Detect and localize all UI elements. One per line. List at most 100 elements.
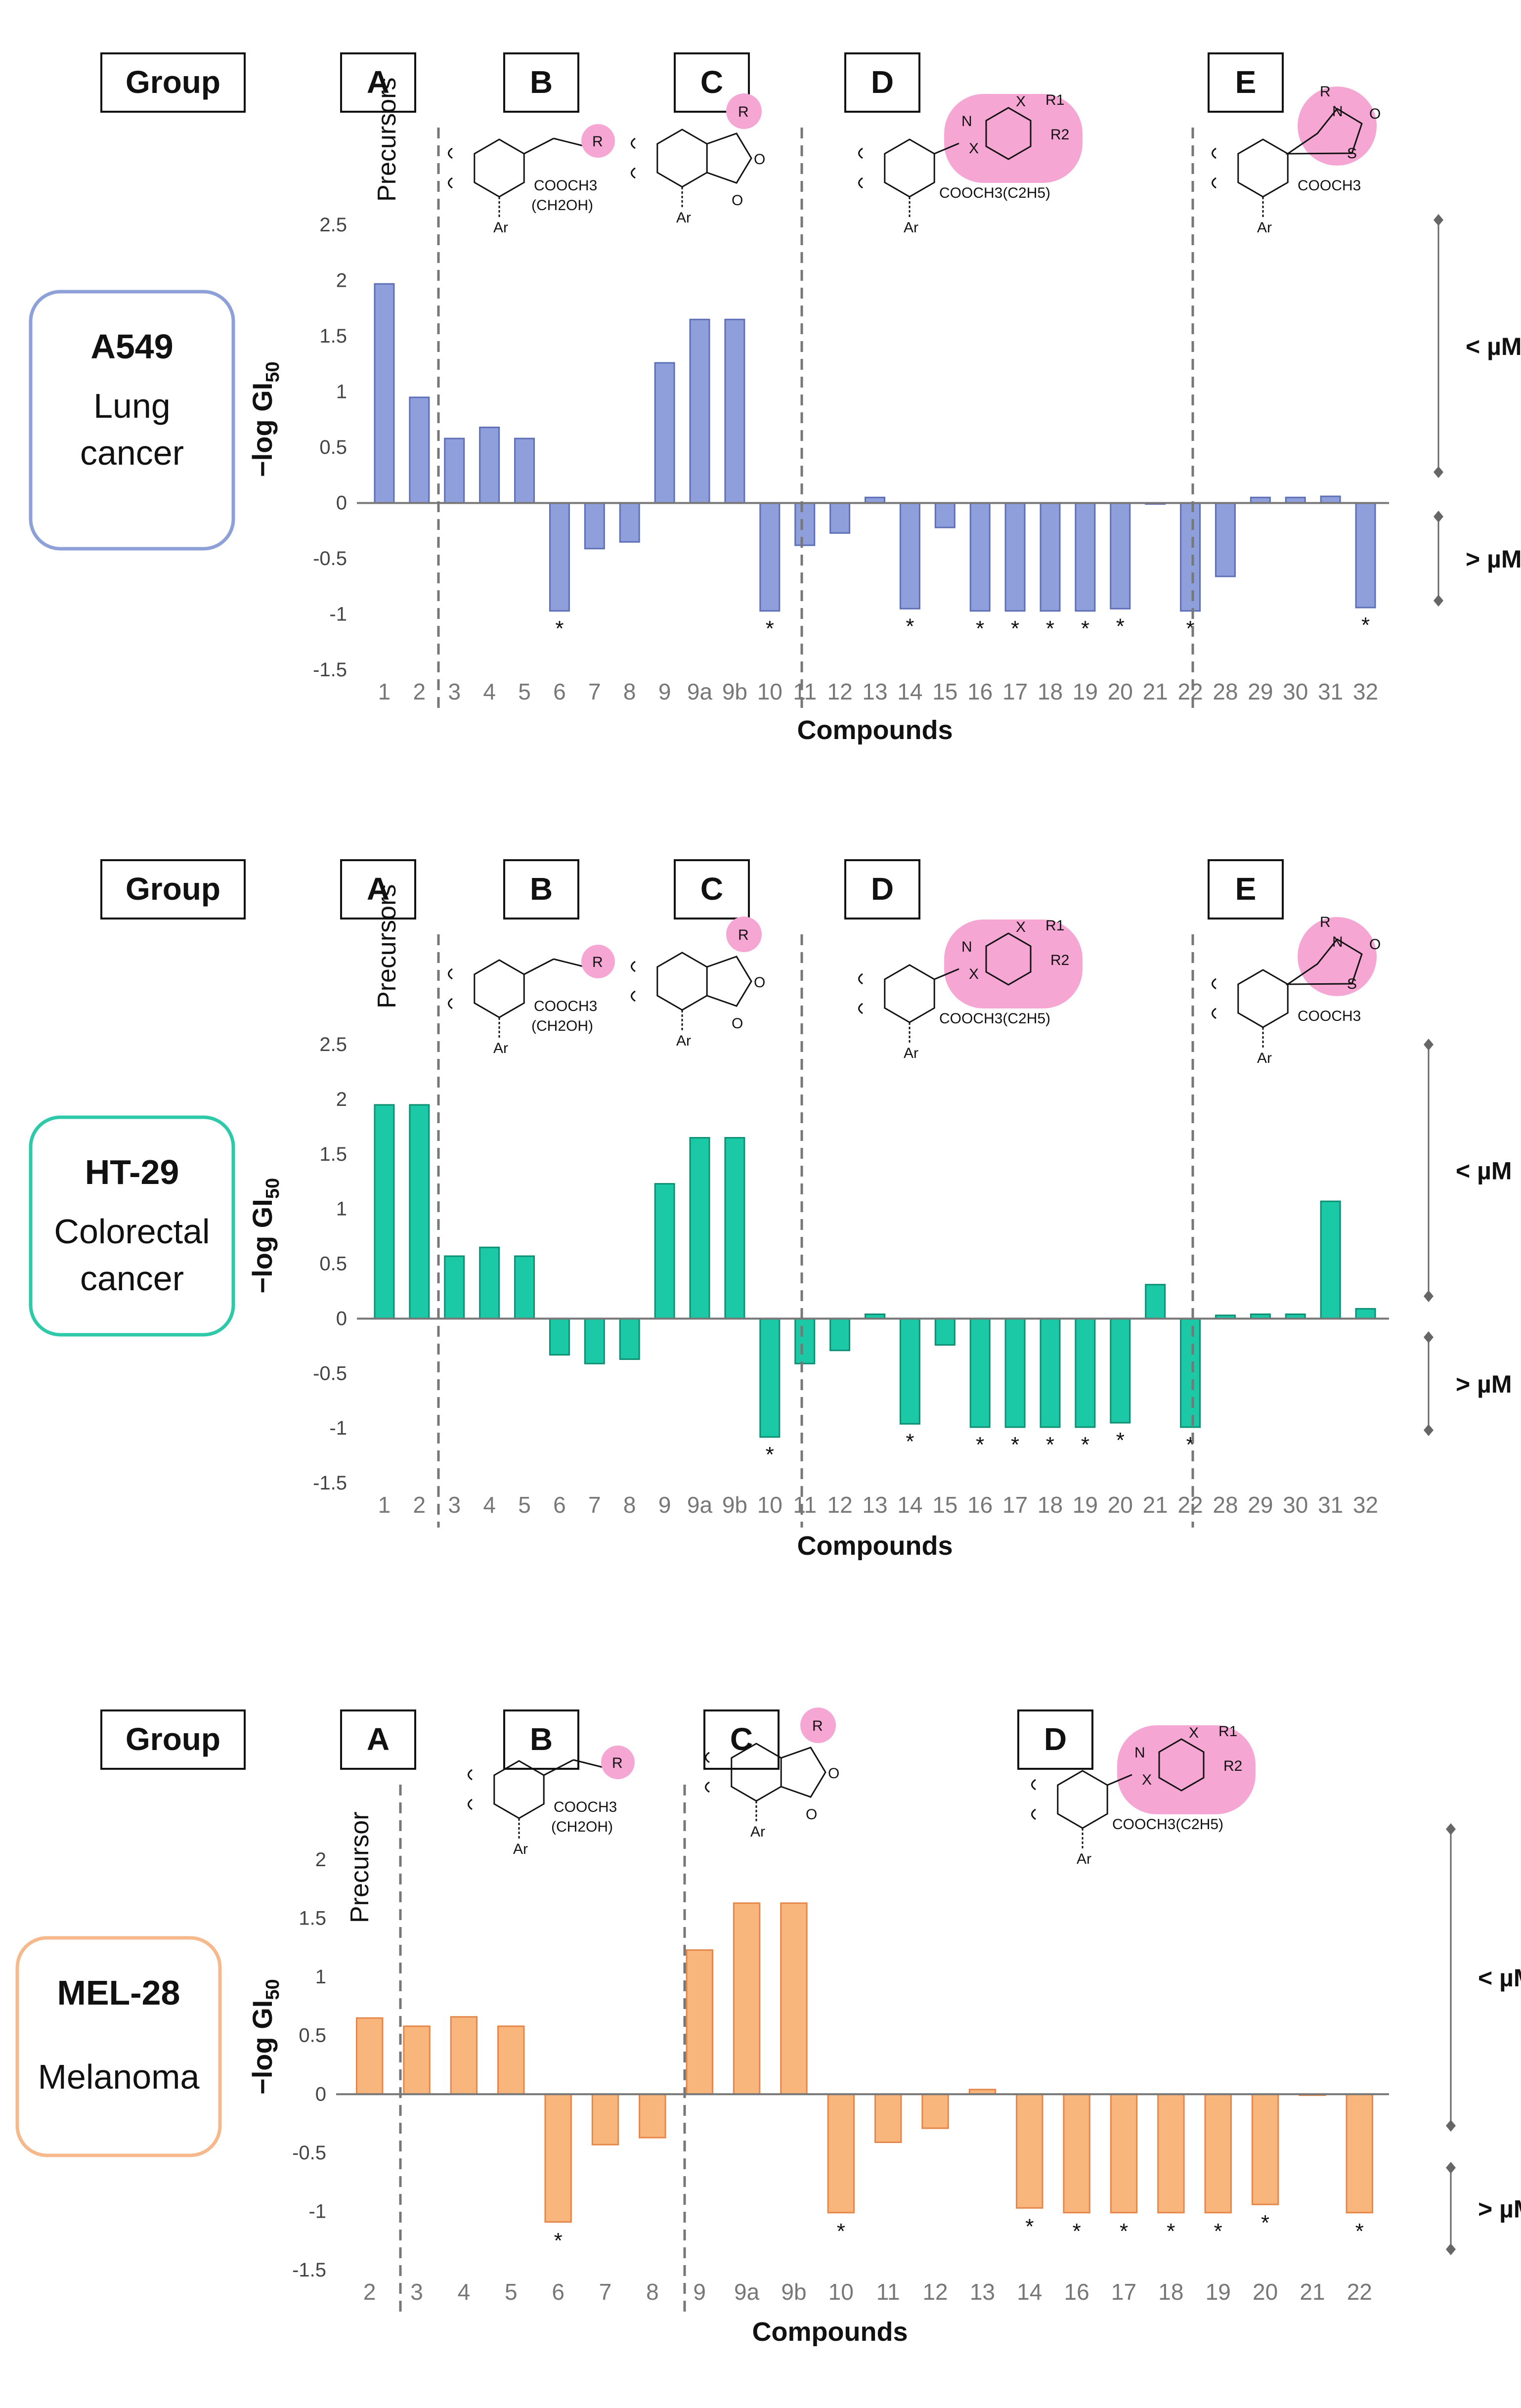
- structure-wavy-bond: [1212, 147, 1217, 189]
- x-tick-label-21: 21: [1143, 1492, 1168, 1518]
- structure-link-bond: [934, 968, 959, 980]
- group-letter-a: A: [367, 871, 390, 907]
- structure-r: R: [1320, 84, 1331, 100]
- group-label-box: [100, 52, 246, 113]
- group-letter-b: B: [530, 871, 553, 907]
- range-above-arrow-head-bottom: [1434, 466, 1443, 478]
- x-tick-label-18: 18: [1158, 2279, 1183, 2305]
- group-header: Group A B C D E: [100, 52, 1284, 113]
- group-header: Group A B C D E: [100, 859, 1284, 919]
- y-tick-label: -1: [308, 2200, 326, 2222]
- significance-star-19: *: [1214, 2219, 1222, 2243]
- range-indicator: < µM > µM: [1434, 214, 1521, 607]
- x-tick-label-10: 10: [828, 2279, 854, 2305]
- x-tick-label-21: 21: [1300, 2279, 1325, 2305]
- structure-aryl: Ar: [493, 1040, 508, 1056]
- structure-highlight: [726, 917, 762, 952]
- structure-vinyl-bond: [523, 137, 554, 155]
- y-tick-label: 0: [315, 2083, 326, 2105]
- x-tick-label-9: 9: [693, 2279, 706, 2305]
- structure-ring: [985, 107, 1032, 160]
- group-letter-b: B: [530, 64, 553, 100]
- x-tick-label-17: 17: [1002, 679, 1028, 704]
- bar-28: [1215, 502, 1236, 577]
- x-axis-label: Compounds: [752, 2317, 908, 2347]
- x-tick-label-3: 3: [448, 1492, 461, 1518]
- significance-star-16: *: [1073, 2219, 1081, 2243]
- significance-star-17: *: [1011, 616, 1019, 641]
- group-letter-c: C: [700, 871, 723, 907]
- bar-19: [1075, 502, 1096, 612]
- y-tick-label: 0.5: [319, 1253, 347, 1275]
- structure-group-b: Ar R COOCH3 (CH2OH): [448, 124, 615, 236]
- group-box-d: [1017, 1709, 1093, 1770]
- structure-oxygen: O: [828, 1765, 839, 1782]
- structure-aryl: Ar: [1257, 219, 1272, 236]
- structure-x: X: [969, 140, 979, 157]
- structure-aryl: Ar: [904, 219, 918, 236]
- range-above-arrow-head-bottom: [1446, 2120, 1456, 2132]
- structure-wavy-bond: [631, 961, 636, 1002]
- structure-substituent: R: [592, 954, 603, 970]
- bar-10: [827, 2093, 855, 2214]
- structure-highlight: [581, 945, 615, 978]
- significance-star-18: *: [1046, 1433, 1054, 1457]
- structure-ring: [884, 138, 935, 198]
- cell-line-name: HT-29: [85, 1153, 179, 1191]
- y-tick-label: 2: [336, 270, 347, 292]
- y-tick-label: -1: [329, 1417, 347, 1439]
- structure-group-c: Ar R O O: [631, 93, 765, 226]
- cell-line-desc: Melanoma: [38, 2058, 200, 2096]
- structure-ester: COOCH3: [1298, 1008, 1361, 1024]
- x-tick-label-9: 9: [658, 1492, 671, 1518]
- structure-ring: [884, 964, 935, 1023]
- structure-r2: R2: [1050, 952, 1069, 968]
- group-label: Group: [126, 871, 220, 907]
- bar-19: [1075, 1317, 1096, 1428]
- structure-highlight: [1298, 917, 1377, 996]
- x-tick-label-14: 14: [1017, 2279, 1042, 2305]
- structure-n: N: [961, 113, 972, 130]
- group-label: Group: [126, 1721, 220, 1757]
- range-above-arrow-head-bottom: [1424, 1290, 1434, 1302]
- group-box-e: [1208, 859, 1284, 919]
- bar-32: [1355, 1308, 1376, 1319]
- range-above-arrow-head-top: [1434, 214, 1443, 226]
- x-tick-label-14: 14: [897, 1492, 922, 1518]
- bar-5: [497, 2025, 525, 2095]
- significance-star-6: *: [554, 2229, 563, 2253]
- structure-x: X: [1189, 1725, 1199, 1741]
- y-tick-label: 0: [336, 1308, 347, 1329]
- structure-r1: R1: [1218, 1723, 1237, 1740]
- x-tick-label-28: 28: [1213, 1492, 1238, 1518]
- bar-9b: [724, 318, 745, 504]
- structure-alt: (CH2OH): [531, 1018, 593, 1034]
- bar-21: [1145, 1284, 1166, 1319]
- range-below-arrow-head-bottom: [1424, 1424, 1434, 1436]
- structure-aryl: Ar: [676, 1033, 691, 1049]
- structure-ester: COOCH3: [534, 998, 597, 1014]
- structure-highlight: [1117, 1725, 1256, 1814]
- significance-star-10: *: [766, 1443, 774, 1467]
- bar-9b: [724, 1137, 745, 1319]
- bar-1: [374, 283, 395, 504]
- bar-11: [794, 1317, 816, 1364]
- bar-8: [619, 1317, 640, 1360]
- bar-22: [1180, 502, 1201, 612]
- bar-4: [479, 1246, 500, 1319]
- x-tick-label-12: 12: [827, 1492, 853, 1518]
- structure-r1: R1: [1045, 918, 1064, 934]
- x-tick-label-22: 22: [1177, 1492, 1203, 1518]
- x-tick-label-7: 7: [599, 2279, 612, 2305]
- bar-31: [1320, 495, 1341, 504]
- bar-9a: [733, 1902, 761, 2095]
- x-tick-label-9b: 9b: [722, 1492, 747, 1518]
- structure-ring: [474, 138, 525, 198]
- bar-18: [1040, 1317, 1061, 1428]
- y-tick-label: 2: [336, 1089, 347, 1110]
- bar-8: [619, 502, 640, 543]
- x-tick-label-2: 2: [363, 2279, 376, 2305]
- x-tick-label-18: 18: [1038, 1492, 1063, 1518]
- range-below-arrow-head-bottom: [1446, 2243, 1456, 2255]
